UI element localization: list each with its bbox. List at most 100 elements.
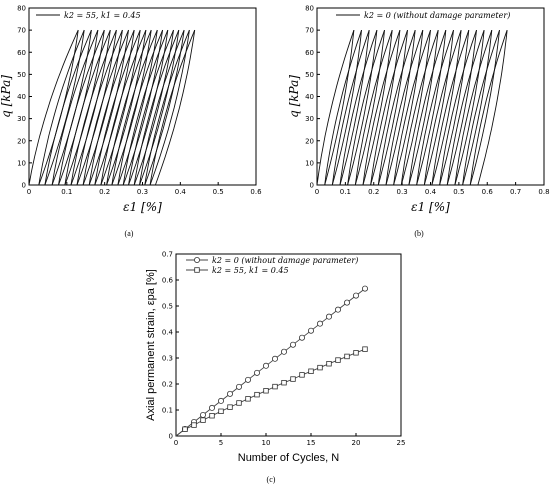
loading-curve (446, 29, 485, 186)
unloading-curve (362, 30, 393, 186)
loading-curve (64, 29, 111, 186)
x-tick-label: 0 (174, 439, 178, 447)
y-axis-title: Axial permanent strain, εpa [%] (145, 269, 157, 421)
panel-caption: (a) (125, 229, 134, 238)
loading-curve (106, 29, 152, 186)
x-tick-label: 0.4 (425, 188, 437, 196)
y-tick-label: 50 (305, 71, 314, 79)
unloading-curve (139, 30, 180, 186)
y-tick-label: 40 (305, 93, 314, 101)
loading-curve (128, 29, 174, 186)
unloading-curve (117, 30, 158, 186)
y-axis-title: q [kPa] (0, 75, 13, 118)
x-tick-label: 0.6 (250, 188, 262, 196)
data-point-circle (343, 299, 350, 306)
data-point-square (326, 361, 332, 367)
unloading-curve (339, 30, 370, 186)
y-tick-label: 0.4 (162, 329, 174, 337)
loading-curve (122, 29, 169, 186)
unloading-curve (347, 30, 378, 186)
data-point-circle (325, 313, 332, 320)
data-point-circle (235, 383, 242, 390)
x-tick-label: 0.5 (213, 188, 224, 196)
loading-curve (144, 29, 190, 186)
series-line-1 (175, 288, 366, 437)
data-point-circle (289, 341, 296, 348)
loading-curve (423, 29, 462, 186)
x-tick-label: 0.6 (482, 188, 494, 196)
data-point-square (308, 368, 314, 374)
loading-curve (439, 29, 477, 186)
loading-curve (133, 29, 180, 186)
unloading-curve (38, 30, 79, 186)
y-tick-label: 0 (169, 433, 173, 441)
data-point-square (245, 396, 251, 402)
x-tick-label: 10 (262, 439, 271, 447)
legend-label: k2 = 55, k1 = 0.45 (64, 11, 141, 20)
data-point-square (317, 364, 323, 371)
unloading-curve (100, 30, 141, 186)
data-point-circle (298, 334, 305, 341)
y-tick-label: 60 (305, 49, 314, 57)
unloading-curve (331, 30, 362, 186)
y-tick-label: 0.3 (162, 355, 173, 363)
x-axis-title: Number of Cycles, N (238, 452, 340, 464)
data-point-circle (244, 376, 251, 383)
y-tick-label: 30 (305, 115, 314, 123)
y-tick-label: 0 (22, 182, 26, 190)
legend-label: k2 = 0 (without damage parameter) (212, 256, 358, 265)
data-point-circle (226, 390, 233, 397)
loading-curve (100, 29, 147, 186)
data-point-circle (199, 411, 206, 418)
loading-curve (58, 29, 105, 186)
y-tick-label: 60 (17, 49, 26, 57)
loading-curve (385, 29, 424, 186)
loading-curve (431, 29, 470, 186)
data-point-square (200, 417, 206, 423)
panel-caption: (b) (414, 229, 424, 238)
data-point-square (254, 391, 260, 398)
loading-curve (324, 29, 362, 186)
unloading-curve (400, 30, 431, 186)
loading-curve (462, 29, 500, 186)
data-point-square (353, 350, 359, 356)
loading-curve (149, 29, 196, 186)
x-tick-label: 0.1 (61, 188, 72, 196)
y-tick-label: 0.5 (162, 303, 173, 311)
unloading-curve (408, 30, 439, 186)
y-tick-label: 30 (17, 115, 26, 123)
data-point-circle (217, 397, 224, 404)
y-tick-label: 0.2 (162, 381, 173, 389)
x-tick-label: 0 (27, 188, 31, 196)
data-point-circle (352, 292, 359, 299)
x-axis-title: ε1 [%] (411, 200, 450, 214)
data-point-square (218, 408, 224, 414)
data-point-square (191, 422, 197, 428)
y-tick-label: 50 (17, 71, 26, 79)
unloading-curve (416, 30, 447, 186)
data-point-circle (334, 306, 341, 313)
loading-curve (88, 29, 135, 186)
data-point-square (362, 346, 368, 352)
unloading-curve (393, 30, 424, 186)
y-tick-label: 0.7 (162, 251, 173, 259)
loading-curve (111, 29, 158, 186)
y-tick-label: 0 (310, 182, 314, 190)
data-point-circle (361, 285, 368, 292)
loading-curve (70, 29, 117, 186)
plot-frame (175, 253, 402, 437)
unloading-curve (462, 30, 493, 186)
loading-curve (416, 29, 454, 186)
loading-curve (316, 29, 355, 186)
unloading-curve (154, 30, 196, 186)
loading-curve (454, 29, 493, 186)
panel-caption: (c) (267, 475, 276, 484)
y-tick-label: 80 (305, 5, 314, 13)
data-point-square (299, 372, 305, 378)
data-point-square (281, 379, 287, 386)
loading-curve (139, 29, 185, 186)
unloading-curve (324, 30, 355, 186)
data-point-square (344, 353, 350, 360)
y-tick-label: 0.1 (162, 407, 173, 415)
loading-curve (354, 29, 393, 186)
